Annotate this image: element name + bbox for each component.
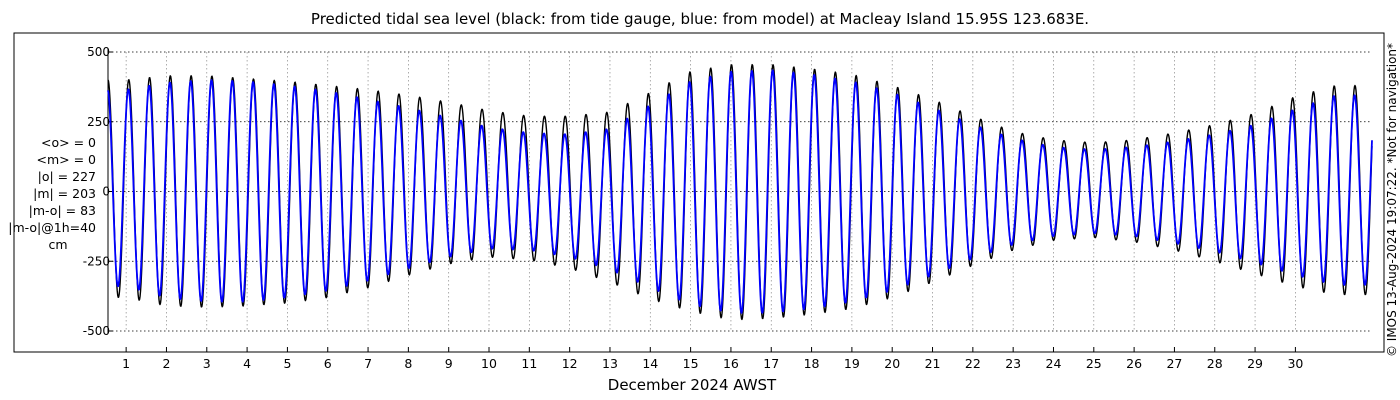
x-axis: 1 2 3 4 5 6 7 8 9 10 11 12 13 14 15 16 17 18 19 20 21 22 23 24 2… bbox=[122, 347, 1303, 371]
x-tick-label: 6 bbox=[324, 356, 332, 371]
series-line-model bbox=[107, 69, 1373, 314]
stat-abs-observed: |o| = 227 bbox=[37, 169, 96, 184]
x-tick-label: 16 bbox=[723, 356, 739, 371]
stats-panel: <o> = 0 <m> = 0 |o| = 227 |m| = 203 |m-o… bbox=[0, 134, 96, 253]
x-tick-label: 7 bbox=[364, 356, 372, 371]
x-axis-label: December 2024 AWST bbox=[607, 376, 777, 394]
x-tick-label: 8 bbox=[404, 356, 412, 371]
x-tick-label: 22 bbox=[965, 356, 981, 371]
x-tick-label: 2 bbox=[162, 356, 170, 371]
chart-title: Predicted tidal sea level (black: from t… bbox=[310, 10, 1090, 28]
series-group bbox=[107, 63, 1373, 321]
stat-abs-diff-1h: |m-o|@1h=40 bbox=[8, 220, 96, 235]
x-tick-label: 3 bbox=[203, 356, 211, 371]
x-tick-label: 5 bbox=[283, 356, 291, 371]
credit-text: © IMOS 13-Aug-2024 19:07:22. *Not for na… bbox=[1385, 42, 1399, 358]
x-tick-label: 15 bbox=[683, 356, 699, 371]
x-tick-label: 18 bbox=[804, 356, 820, 371]
x-tick-label: 10 bbox=[481, 356, 497, 371]
stat-abs-diff: |m-o| = 83 bbox=[28, 203, 96, 218]
x-tick-label: 14 bbox=[642, 356, 658, 371]
x-tick-label: 12 bbox=[562, 356, 578, 371]
stat-abs-model: |m| = 203 bbox=[33, 186, 96, 201]
x-tick-label: 27 bbox=[1166, 356, 1182, 371]
x-tick-label: 23 bbox=[1005, 356, 1021, 371]
x-tick-label: 30 bbox=[1287, 356, 1303, 371]
y-tick-label: 500 bbox=[87, 45, 110, 59]
x-tick-label: 26 bbox=[1126, 356, 1142, 371]
x-tick-label: 13 bbox=[602, 356, 618, 371]
x-tick-label: 25 bbox=[1086, 356, 1102, 371]
x-tick-label: 1 bbox=[122, 356, 130, 371]
x-tick-label: 21 bbox=[925, 356, 941, 371]
x-tick-label: 19 bbox=[844, 356, 860, 371]
outer-frame bbox=[13, 32, 1385, 353]
x-tick-label: 9 bbox=[445, 356, 453, 371]
x-tick-label: 11 bbox=[521, 356, 537, 371]
y-tick-label: -250 bbox=[83, 254, 110, 268]
y-axis: 500 250 0 -250 -500 bbox=[83, 45, 113, 338]
x-tick-label: 4 bbox=[243, 356, 251, 371]
y-tick-label: 250 bbox=[87, 115, 110, 129]
y-tick-label: -500 bbox=[83, 324, 110, 338]
grid-lines bbox=[108, 51, 1372, 332]
stat-unit: cm bbox=[48, 237, 68, 252]
stat-mean-observed: <o> = 0 bbox=[41, 135, 96, 150]
x-tick-label: 20 bbox=[884, 356, 900, 371]
stat-mean-model: <m> = 0 bbox=[36, 152, 97, 167]
x-tick-label: 17 bbox=[763, 356, 779, 371]
x-tick-label: 24 bbox=[1046, 356, 1062, 371]
x-tick-label: 29 bbox=[1247, 356, 1263, 371]
x-tick-label: 28 bbox=[1207, 356, 1223, 371]
y-tick-label: 0 bbox=[102, 185, 110, 199]
